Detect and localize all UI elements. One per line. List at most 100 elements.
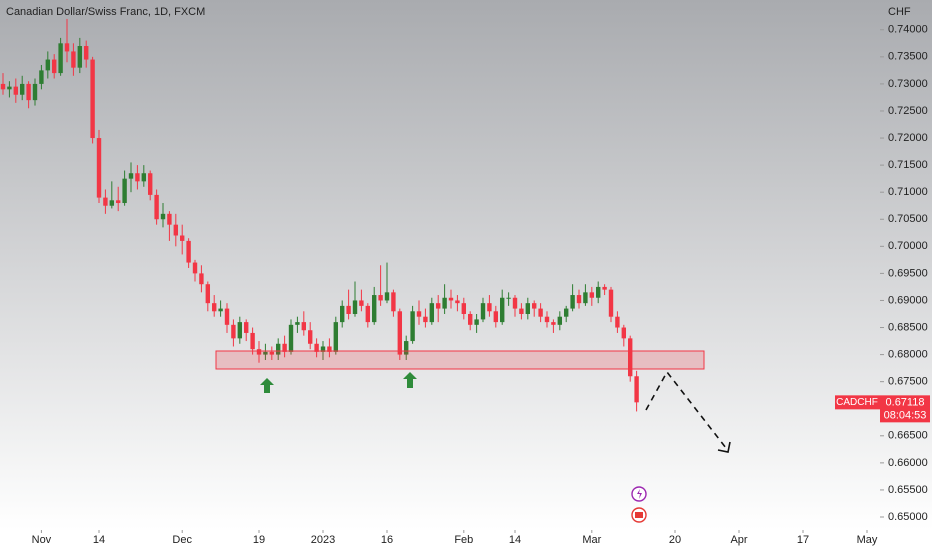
candle-body — [480, 303, 486, 320]
candle-body — [148, 173, 153, 195]
candle-body — [263, 351, 268, 355]
candle-body — [0, 83, 6, 90]
x-tick-label: 14 — [93, 534, 105, 546]
candle-body — [199, 273, 204, 285]
candle-body — [71, 51, 76, 68]
candle-body — [589, 292, 595, 298]
candle-body — [256, 349, 262, 355]
candle-body — [244, 322, 249, 333]
x-tick-label: Apr — [730, 534, 747, 546]
candle-body — [423, 316, 428, 323]
candle-body — [378, 295, 383, 301]
candle-body — [538, 308, 543, 317]
candle-body — [487, 303, 492, 312]
countdown-label: 08:04:53 — [884, 409, 927, 421]
x-tick-label: Mar — [582, 534, 601, 546]
candle-body — [186, 240, 191, 263]
candle-body — [474, 319, 479, 325]
event-icon-glyph — [637, 489, 642, 499]
candle-body — [308, 330, 313, 344]
candle-body — [436, 303, 441, 309]
candle-body — [160, 213, 166, 220]
flag-icon-glyph — [635, 512, 643, 518]
candle-body — [621, 327, 627, 339]
candle-body — [64, 43, 70, 52]
candle-body — [180, 235, 185, 241]
candle-body — [455, 300, 460, 304]
candle-body — [269, 351, 275, 355]
y-tick-label: 0.67500 — [888, 376, 928, 388]
candle-body — [634, 376, 639, 403]
candle-body — [346, 305, 351, 314]
candle-body — [525, 303, 531, 314]
candle-body — [250, 332, 255, 350]
candle-body — [13, 86, 19, 95]
candle-body — [90, 59, 95, 139]
candle-body — [628, 338, 633, 377]
candle-body — [224, 308, 230, 325]
candle-body — [218, 308, 223, 312]
candle-body — [429, 303, 435, 323]
candle-body — [282, 343, 287, 352]
candle-body — [122, 178, 127, 204]
candle-body — [205, 284, 211, 304]
candle-body — [365, 305, 371, 323]
x-tick-label: 20 — [669, 534, 681, 546]
x-tick-label: May — [857, 534, 878, 546]
candle-body — [564, 308, 569, 317]
y-tick-label: 0.69000 — [888, 294, 928, 306]
candle-body — [58, 43, 63, 74]
y-tick-label: 0.66500 — [888, 430, 928, 442]
candle-body — [384, 292, 390, 301]
candle-body — [26, 83, 31, 101]
candle-body — [532, 303, 537, 309]
last-price-label: 0.67118 — [886, 396, 925, 408]
candle-body — [596, 286, 601, 298]
support-zone — [215, 350, 705, 370]
symbol-label: CADCHF — [836, 397, 878, 408]
projection-line — [645, 370, 727, 449]
x-tick-label: 14 — [509, 534, 521, 546]
up-arrow — [403, 372, 417, 388]
candle-body — [96, 138, 102, 198]
candle-body — [576, 295, 582, 304]
x-tick-label: 2023 — [311, 534, 335, 546]
candle-body — [39, 70, 44, 84]
candle-body — [314, 343, 319, 352]
candle-body — [237, 322, 243, 339]
candle-body — [135, 173, 140, 182]
candle-body — [116, 200, 121, 204]
symbol-badge — [835, 395, 880, 410]
candle-body — [320, 346, 326, 352]
candle-body — [404, 341, 409, 355]
candle-body — [570, 295, 575, 309]
x-tick-label: Nov — [32, 534, 52, 546]
candle-body — [506, 297, 511, 299]
x-tick-label: Dec — [172, 534, 192, 546]
y-tick-label: 0.66000 — [888, 457, 928, 469]
x-tick-label: Feb — [454, 534, 473, 546]
candle-body — [416, 311, 422, 317]
y-tick-label: 0.72000 — [888, 132, 928, 144]
candle-body — [519, 308, 524, 314]
y-tick-label: 0.74000 — [888, 24, 928, 36]
candle-body — [141, 173, 147, 182]
x-tick-label: 19 — [253, 534, 265, 546]
candle-body — [103, 197, 108, 206]
candle-body — [52, 59, 57, 74]
y-tick-label: 0.70000 — [888, 240, 928, 252]
candle-body — [301, 322, 307, 331]
candle-body — [397, 311, 403, 355]
y-tick-label: 0.65000 — [888, 511, 928, 523]
y-tick-label: 0.73000 — [888, 78, 928, 90]
candle-body — [500, 297, 505, 323]
candle-body — [288, 324, 294, 352]
candle-body — [544, 316, 550, 323]
candle-body — [128, 173, 134, 179]
candle-body — [340, 305, 345, 323]
candle-body — [442, 297, 447, 309]
candle-body — [109, 200, 115, 206]
candle-body — [77, 46, 83, 68]
